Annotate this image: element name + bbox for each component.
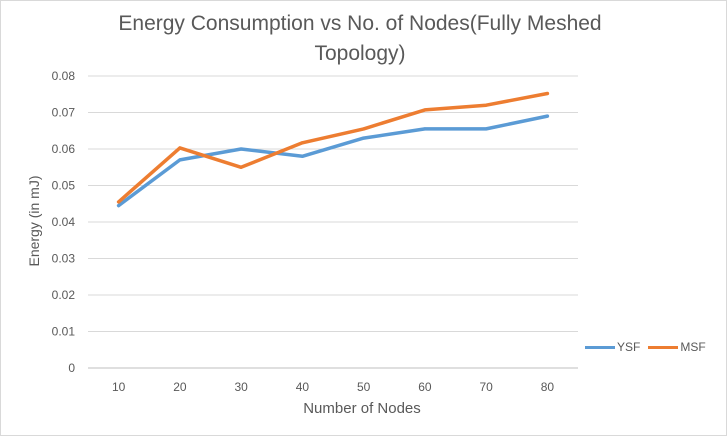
data-point-ysf <box>239 147 243 151</box>
legend-label-ysf: YSF <box>617 340 641 354</box>
x-axis-label: Number of Nodes <box>303 400 421 417</box>
y-tick-label: 0.08 <box>52 69 76 83</box>
x-tick-label: 60 <box>418 380 432 394</box>
data-point-ysf <box>423 127 427 131</box>
y-tick-label: 0.05 <box>52 179 76 193</box>
y-tick-label: 0.01 <box>52 325 76 339</box>
x-tick-label: 20 <box>173 380 187 394</box>
data-point-msf <box>117 200 121 204</box>
data-point-ysf <box>362 136 366 140</box>
data-point-msf <box>239 165 243 169</box>
data-point-msf <box>545 92 549 96</box>
data-point-ysf <box>300 154 304 158</box>
legend-item-ysf: YSF <box>585 340 640 354</box>
data-point-msf <box>423 108 427 112</box>
chart-title-line2: Topology) <box>314 42 406 65</box>
y-tick-label: 0.04 <box>52 215 76 229</box>
y-tick-label: 0.03 <box>52 252 76 266</box>
x-tick-label: 80 <box>541 380 555 394</box>
x-tick-label: 30 <box>234 380 248 394</box>
y-tick-label: 0.06 <box>52 142 76 156</box>
x-tick-label: 70 <box>479 380 493 394</box>
legend-swatch-msf <box>648 345 679 349</box>
data-point-ysf <box>484 127 488 131</box>
data-point-msf <box>178 146 182 150</box>
data-point-msf <box>484 103 488 107</box>
chart-title-line1: Energy Consumption vs No. of Nodes(Fully… <box>118 12 602 35</box>
data-point-msf <box>362 127 366 131</box>
data-point-ysf <box>117 204 121 208</box>
legend-item-msf: MSF <box>648 340 706 354</box>
y-tick-label: 0 <box>68 361 75 375</box>
x-tick-label: 40 <box>296 380 310 394</box>
y-tick-label: 0.07 <box>52 106 76 120</box>
series-line-ysf <box>116 114 550 208</box>
x-tick-label: 10 <box>112 380 126 394</box>
legend: YSF MSF <box>585 338 714 356</box>
legend-label-msf: MSF <box>680 340 706 354</box>
y-tick-label: 0.02 <box>52 288 76 302</box>
y-axis-label: Energy (in mJ) <box>26 175 42 267</box>
data-point-ysf <box>545 114 549 118</box>
legend-swatch-ysf <box>585 345 615 349</box>
series-line-msf <box>116 91 550 204</box>
data-point-ysf <box>178 158 182 162</box>
x-tick-label: 50 <box>357 380 371 394</box>
data-point-msf <box>300 141 304 145</box>
